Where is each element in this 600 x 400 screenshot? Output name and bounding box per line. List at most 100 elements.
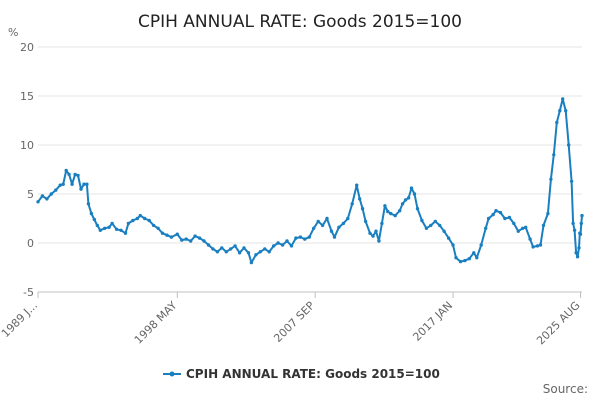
data-point[interactable] <box>389 211 393 216</box>
data-point[interactable] <box>446 236 451 240</box>
data-point[interactable] <box>276 241 280 245</box>
data-point[interactable] <box>224 250 228 254</box>
data-point[interactable] <box>577 246 581 250</box>
data-point[interactable] <box>197 236 202 240</box>
data-point[interactable] <box>516 229 520 233</box>
data-point[interactable] <box>491 212 495 217</box>
data-point[interactable] <box>467 257 471 261</box>
data-point[interactable] <box>254 253 258 257</box>
data-point[interactable] <box>58 183 62 187</box>
data-point[interactable] <box>541 223 546 228</box>
data-point[interactable] <box>400 202 405 206</box>
data-point[interactable] <box>307 235 311 239</box>
data-point[interactable] <box>82 182 86 186</box>
data-point[interactable] <box>521 226 525 230</box>
data-point[interactable] <box>383 204 387 208</box>
data-point[interactable] <box>512 221 516 226</box>
data-point[interactable] <box>412 192 417 196</box>
data-point[interactable] <box>193 234 197 238</box>
data-point[interactable] <box>229 247 233 251</box>
data-point[interactable] <box>298 235 303 239</box>
data-point[interactable] <box>377 239 381 243</box>
data-point[interactable] <box>546 211 550 216</box>
data-point[interactable] <box>549 177 553 181</box>
data-point[interactable] <box>70 182 74 186</box>
data-point[interactable] <box>45 197 49 201</box>
data-point[interactable] <box>169 235 174 239</box>
data-point[interactable] <box>429 223 433 228</box>
data-point[interactable] <box>312 226 316 230</box>
data-point[interactable] <box>358 197 362 201</box>
data-point[interactable] <box>561 97 565 101</box>
legend[interactable]: CPIH ANNUAL RATE: Goods 2015=100 <box>163 367 440 381</box>
data-point[interactable] <box>180 238 184 242</box>
data-point[interactable] <box>85 182 89 186</box>
data-point[interactable] <box>424 226 429 230</box>
data-point[interactable] <box>406 196 411 200</box>
data-point[interactable] <box>61 182 65 186</box>
data-point[interactable] <box>119 228 123 232</box>
data-point[interactable] <box>484 226 488 230</box>
data-point[interactable] <box>92 217 97 222</box>
data-point[interactable] <box>409 186 414 190</box>
data-point[interactable] <box>215 250 220 254</box>
data-point[interactable] <box>202 239 206 243</box>
data-point[interactable] <box>211 247 215 251</box>
data-point[interactable] <box>79 187 83 191</box>
data-point[interactable] <box>380 221 384 226</box>
data-point[interactable] <box>147 218 151 223</box>
data-point[interactable] <box>320 223 325 228</box>
data-point[interactable] <box>415 207 420 211</box>
data-point[interactable] <box>76 173 80 178</box>
data-point[interactable] <box>346 216 350 221</box>
data-point[interactable] <box>552 153 556 157</box>
data-point[interactable] <box>184 237 188 241</box>
data-point[interactable] <box>579 221 583 226</box>
data-point[interactable] <box>332 235 337 239</box>
data-point[interactable] <box>103 226 107 230</box>
data-point[interactable] <box>374 229 378 233</box>
data-point[interactable] <box>398 209 402 213</box>
data-point[interactable] <box>294 236 298 240</box>
data-point[interactable] <box>442 229 446 233</box>
data-point[interactable] <box>54 188 58 192</box>
data-point[interactable] <box>503 216 507 221</box>
data-point[interactable] <box>249 260 254 265</box>
data-point[interactable] <box>538 243 543 247</box>
data-point[interactable] <box>528 237 532 241</box>
data-point[interactable] <box>337 225 341 229</box>
data-point[interactable] <box>131 218 135 223</box>
data-point[interactable] <box>73 172 77 177</box>
data-point[interactable] <box>475 256 479 260</box>
data-point[interactable] <box>36 200 40 204</box>
data-point[interactable] <box>303 237 307 241</box>
data-point[interactable] <box>160 231 165 235</box>
data-point[interactable] <box>98 228 103 232</box>
data-point[interactable] <box>572 228 577 232</box>
data-point[interactable] <box>454 256 458 260</box>
data-point[interactable] <box>220 246 224 250</box>
data-point[interactable] <box>507 215 512 220</box>
data-point[interactable] <box>531 245 535 249</box>
data-point[interactable] <box>267 250 271 254</box>
data-point[interactable] <box>350 202 354 206</box>
data-point[interactable] <box>363 219 368 224</box>
data-point[interactable] <box>165 233 169 237</box>
data-point[interactable] <box>368 231 372 235</box>
data-point[interactable] <box>189 239 193 243</box>
data-point[interactable] <box>233 244 237 248</box>
data-point[interactable] <box>558 109 562 113</box>
data-point[interactable] <box>494 209 498 213</box>
data-point[interactable] <box>571 221 575 226</box>
data-point[interactable] <box>360 207 365 211</box>
data-point[interactable] <box>578 232 583 236</box>
data-point[interactable] <box>40 194 45 198</box>
data-point[interactable] <box>341 221 346 226</box>
data-point[interactable] <box>433 219 437 224</box>
data-point[interactable] <box>555 120 559 125</box>
data-point[interactable] <box>135 216 139 221</box>
data-point[interactable] <box>355 183 359 187</box>
data-point[interactable] <box>403 198 408 202</box>
data-point[interactable] <box>242 246 246 250</box>
data-point[interactable] <box>567 143 571 147</box>
